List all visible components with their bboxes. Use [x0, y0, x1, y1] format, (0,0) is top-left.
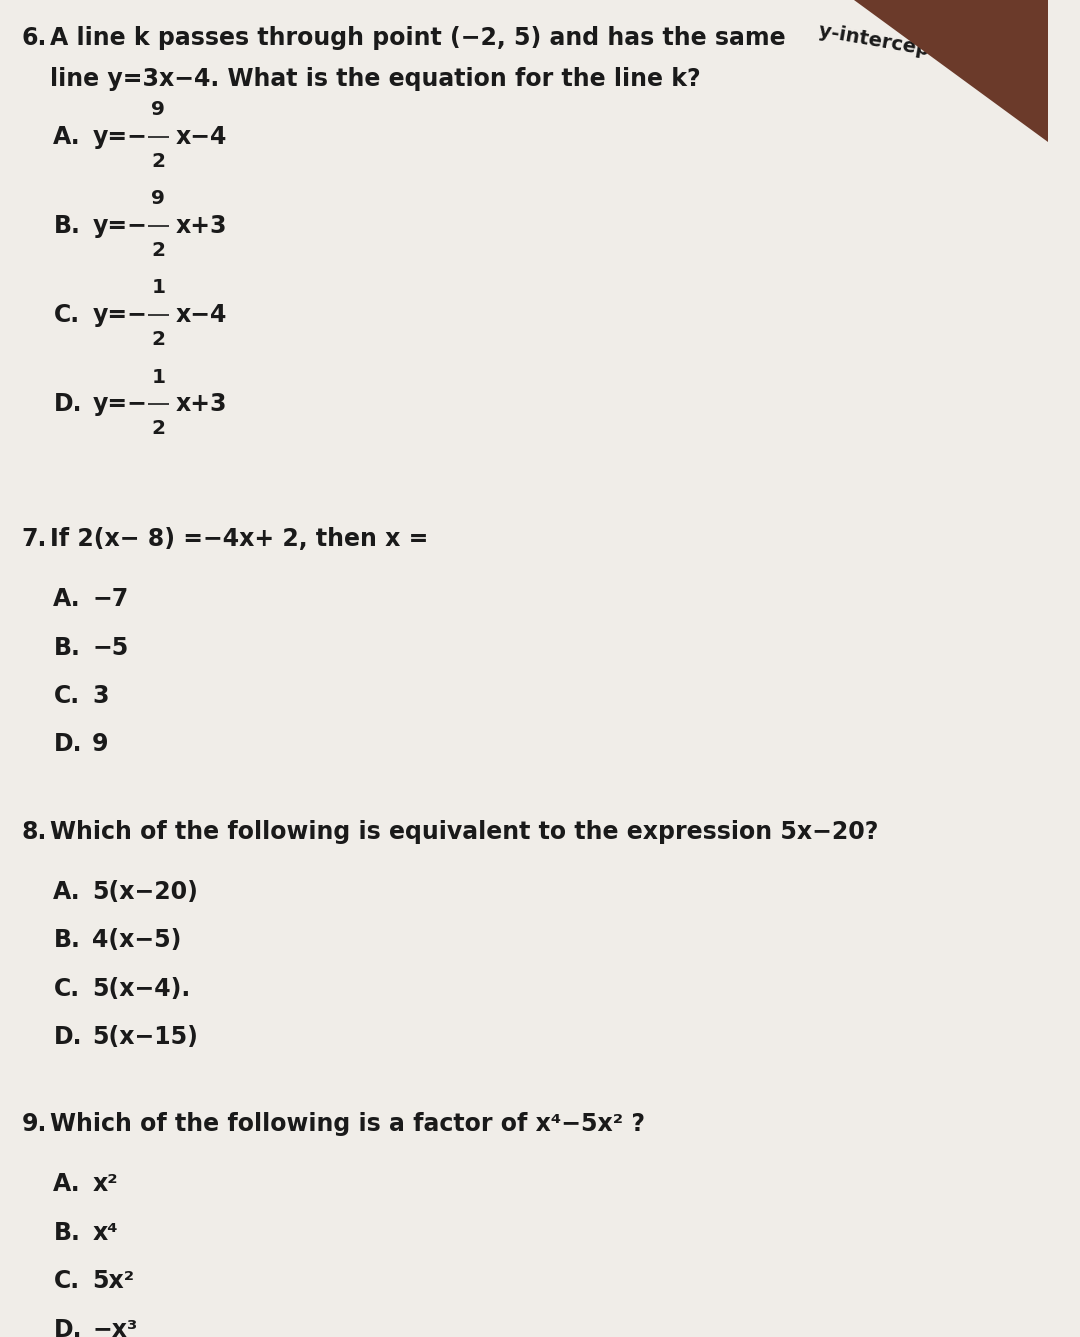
- Text: C.: C.: [53, 1269, 80, 1293]
- Text: −7: −7: [92, 587, 129, 611]
- Text: 5(x−4).: 5(x−4).: [92, 976, 190, 1000]
- Text: A.: A.: [53, 880, 81, 904]
- Text: C.: C.: [53, 685, 80, 709]
- Text: B.: B.: [53, 635, 80, 659]
- Text: x²: x²: [92, 1173, 118, 1197]
- Text: −x³: −x³: [92, 1317, 137, 1337]
- Text: Which of the following is equivalent to the expression 5x−20?: Which of the following is equivalent to …: [51, 820, 879, 844]
- Text: 2: 2: [151, 330, 165, 349]
- Text: D.: D.: [53, 392, 82, 416]
- Text: 2: 2: [151, 152, 165, 171]
- Text: D.: D.: [53, 1317, 82, 1337]
- Text: 1: 1: [151, 278, 165, 297]
- Text: C.: C.: [53, 976, 80, 1000]
- Text: 5(x−20): 5(x−20): [92, 880, 198, 904]
- Text: Which of the following is a factor of x⁴−5x² ?: Which of the following is a factor of x⁴…: [51, 1112, 646, 1136]
- Text: 1: 1: [151, 368, 165, 386]
- Text: y=−: y=−: [92, 124, 147, 148]
- Text: A.: A.: [53, 124, 81, 148]
- Text: 4(x−5): 4(x−5): [92, 928, 181, 952]
- Text: 2: 2: [151, 241, 165, 261]
- Text: 8.: 8.: [22, 820, 46, 844]
- Text: y=−: y=−: [92, 303, 147, 326]
- Text: y-intercept as the: y-intercept as the: [816, 21, 1014, 74]
- Text: A line k passes through point (−2, 5) and has the same: A line k passes through point (−2, 5) an…: [51, 27, 786, 51]
- Text: −5: −5: [92, 635, 129, 659]
- Text: 9: 9: [92, 733, 109, 757]
- Text: y=−: y=−: [92, 214, 147, 238]
- Text: x−4: x−4: [176, 303, 227, 326]
- Text: D.: D.: [53, 1025, 82, 1050]
- Polygon shape: [854, 0, 1049, 143]
- Text: 6.: 6.: [22, 27, 46, 51]
- Text: B.: B.: [53, 928, 80, 952]
- Text: 7.: 7.: [22, 527, 46, 551]
- Text: 2: 2: [151, 420, 165, 439]
- Text: C.: C.: [53, 303, 80, 326]
- Text: x+3: x+3: [176, 214, 227, 238]
- Text: 5x²: 5x²: [92, 1269, 134, 1293]
- Text: 9: 9: [151, 190, 165, 209]
- Text: 9: 9: [151, 100, 165, 119]
- Text: 5(x−15): 5(x−15): [92, 1025, 198, 1050]
- Text: x−4: x−4: [176, 124, 227, 148]
- Text: 9.: 9.: [22, 1112, 46, 1136]
- Text: B.: B.: [53, 214, 80, 238]
- Text: line y=3x−4. What is the equation for the line k?: line y=3x−4. What is the equation for th…: [51, 67, 701, 91]
- Text: y=−: y=−: [92, 392, 147, 416]
- Text: x⁴: x⁴: [92, 1221, 118, 1245]
- Text: A.: A.: [53, 587, 81, 611]
- Text: 3: 3: [92, 685, 109, 709]
- Text: D.: D.: [53, 733, 82, 757]
- Text: B.: B.: [53, 1221, 80, 1245]
- Text: If 2(x− 8) =−4x+ 2, then x =: If 2(x− 8) =−4x+ 2, then x =: [51, 527, 429, 551]
- Text: x+3: x+3: [176, 392, 227, 416]
- Text: A.: A.: [53, 1173, 81, 1197]
